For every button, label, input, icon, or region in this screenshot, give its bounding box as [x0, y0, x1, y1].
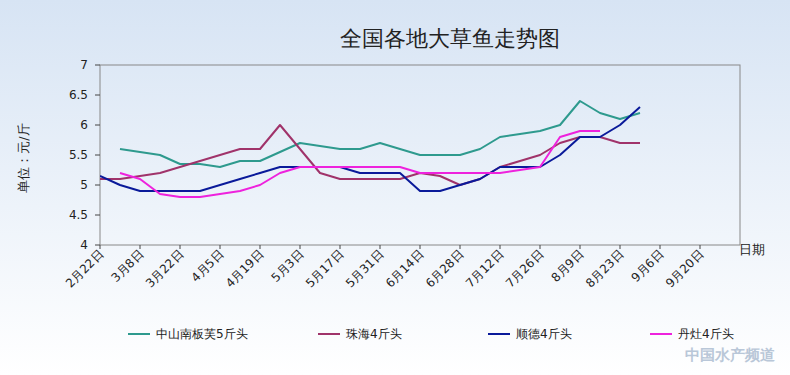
- x-tick-label: 7月12日: [463, 247, 506, 290]
- x-tick-label: 5月17日: [303, 247, 346, 290]
- legend-swatch: [318, 333, 340, 335]
- x-tick: [180, 245, 181, 249]
- background: [0, 0, 790, 375]
- x-tick-label: 5月31日: [343, 247, 386, 290]
- y-tick-label: 6.5: [69, 88, 88, 102]
- legend-label: 丹灶4斤头: [678, 327, 734, 341]
- y-tick-label: 5.5: [69, 148, 88, 162]
- legend-label: 顺德4斤头: [516, 327, 572, 341]
- plot-frame: [100, 65, 740, 245]
- x-tick: [460, 245, 461, 249]
- x-tick-label: 7月26日: [503, 247, 546, 290]
- series-line: [120, 131, 600, 197]
- plot-area: [100, 101, 640, 197]
- x-tick-label: 5月3日: [268, 247, 306, 285]
- watermark: 中国水产频道: [685, 346, 776, 364]
- x-tick: [220, 245, 221, 249]
- chart: 全国各地大草鱼走势图单位：元/斤 4 4.5 5 5.5 6 6.5 7 2月22日3月8日3月…: [0, 0, 790, 375]
- x-tick-label: 3月22日: [143, 247, 186, 290]
- y-tick: [95, 65, 100, 66]
- y-tick-label: 4: [80, 238, 88, 252]
- x-tick: [700, 245, 701, 249]
- y-tick-label: 5: [80, 178, 88, 192]
- x-tick-label: 4月19日: [223, 247, 266, 290]
- y-tick-label: 4.5: [69, 208, 88, 222]
- y-tick-label: 7: [80, 58, 88, 72]
- legend-swatch: [128, 333, 150, 335]
- x-tick: [580, 245, 581, 249]
- x-tick-label: 6月28日: [423, 247, 466, 290]
- x-tick-label: 9月20日: [663, 247, 706, 290]
- x-tick: [620, 245, 621, 249]
- x-tick: [340, 245, 341, 249]
- legend-label: 珠海4斤头: [346, 327, 402, 341]
- series-line: [120, 101, 640, 167]
- x-tick-label: 6月14日: [383, 247, 426, 290]
- x-tick: [140, 245, 141, 249]
- x-tick: [300, 245, 301, 249]
- series-line: [100, 107, 640, 191]
- x-tick-label: 2月22日: [63, 247, 106, 290]
- y-tick: [95, 215, 100, 216]
- x-tick: [100, 245, 101, 249]
- legend-swatch: [488, 333, 510, 335]
- y-tick: [95, 185, 100, 186]
- x-tick-label: 8月9日: [548, 247, 586, 285]
- y-tick: [95, 245, 100, 246]
- x-tick-label: 9月6日: [628, 247, 666, 285]
- title: 全国各地大草鱼走势图: [340, 26, 560, 51]
- x-tick: [420, 245, 421, 249]
- x-tick: [260, 245, 261, 249]
- y-tick: [95, 155, 100, 156]
- y-tick-label: 6: [80, 118, 88, 132]
- x-tick: [500, 245, 501, 249]
- legend-label: 中山南板芙5斤头: [156, 327, 248, 341]
- x-tick: [380, 245, 381, 249]
- x-tick-label: 4月5日: [188, 247, 226, 285]
- y-label: 单位：元/斤: [16, 123, 31, 192]
- legend-swatch: [650, 333, 672, 335]
- y-tick: [95, 95, 100, 96]
- x-tick-label: 8月23日: [583, 247, 626, 290]
- x-tick-label: 3月8日: [108, 247, 146, 285]
- x-label: 日期: [739, 242, 765, 257]
- x-tick: [540, 245, 541, 249]
- x-tick: [660, 245, 661, 249]
- y-tick: [95, 125, 100, 126]
